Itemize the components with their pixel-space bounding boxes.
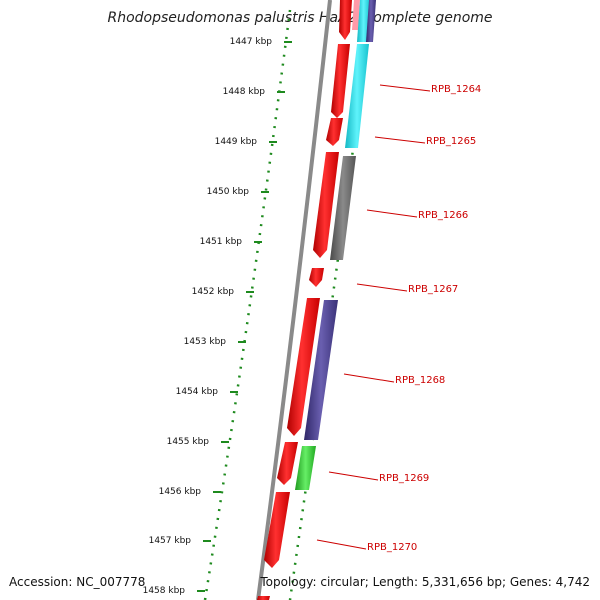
feature-gray-rpb1266 bbox=[330, 156, 356, 260]
ruler-tick-label: 1449 kbp bbox=[215, 137, 258, 147]
feature-red-9 bbox=[257, 596, 270, 600]
gene-label-leader bbox=[366, 209, 418, 218]
gene-label: RPB_1264 bbox=[431, 84, 481, 95]
ruler-tick-label: 1455 kbp bbox=[167, 437, 210, 447]
ruler-tick-label: 1448 kbp bbox=[223, 87, 266, 97]
accession-label: Accession: NC_007778 bbox=[9, 575, 146, 589]
gene-label: RPB_1270 bbox=[367, 542, 417, 553]
gene-label: RPB_1265 bbox=[426, 136, 476, 147]
feature-red-6 bbox=[287, 298, 320, 436]
gene-label: RPB_1269 bbox=[379, 473, 429, 484]
gene-label: RPB_1266 bbox=[418, 210, 468, 221]
gene-label-leader bbox=[328, 471, 379, 481]
ruler-tick-label: 1457 kbp bbox=[149, 536, 192, 546]
gene-label-leader bbox=[379, 84, 431, 92]
feature-red-8 bbox=[264, 492, 290, 568]
ruler-ticks: 1447 kbp 1448 kbp 1449 kbp 1450 kbp 1451 kbp… bbox=[143, 37, 292, 596]
feature-purple-top bbox=[366, 0, 376, 42]
feature-red-1 bbox=[339, 0, 352, 40]
gene-label-leader bbox=[316, 539, 367, 550]
ruler-tick-label: 1453 kbp bbox=[184, 337, 227, 347]
gene-labels: RPB_1264 RPB_1265 RPB_1266 RPB_1267 RPB_1268… bbox=[316, 84, 481, 553]
ruler-tick-label: 1450 kbp bbox=[207, 187, 250, 197]
feature-purple-rpb1268 bbox=[304, 300, 338, 440]
genome-backbone bbox=[256, 0, 332, 600]
feature-cyan-rpb1264 bbox=[345, 44, 369, 148]
ruler-tick-label: 1451 kbp bbox=[200, 237, 243, 247]
ruler-tick-label: 1447 kbp bbox=[230, 37, 273, 47]
ruler-tick-label: 1456 kbp bbox=[159, 487, 202, 497]
feature-red-5 bbox=[309, 268, 324, 287]
topology-summary: Topology: circular; Length: 5,331,656 bp… bbox=[260, 575, 590, 589]
ruler-tick-label: 1454 kbp bbox=[176, 387, 219, 397]
feature-pink bbox=[352, 0, 360, 30]
ruler-tick-label: 1458 kbp bbox=[143, 586, 186, 596]
feature-red-4 bbox=[313, 152, 339, 258]
feature-red-3 bbox=[326, 118, 343, 146]
gene-label: RPB_1267 bbox=[408, 284, 458, 295]
gene-label-leader bbox=[356, 283, 408, 292]
gene-label-leader bbox=[343, 373, 395, 383]
ruler-tick-label: 1452 kbp bbox=[192, 287, 235, 297]
feature-red-2 bbox=[331, 44, 350, 118]
feature-red-7 bbox=[277, 442, 298, 485]
map-title: Rhodopseudomonas palustris HaA2, complet… bbox=[107, 10, 493, 26]
gene-label-leader bbox=[374, 136, 426, 144]
gene-label: RPB_1268 bbox=[395, 375, 445, 386]
feature-green-rpb1269 bbox=[295, 446, 316, 490]
